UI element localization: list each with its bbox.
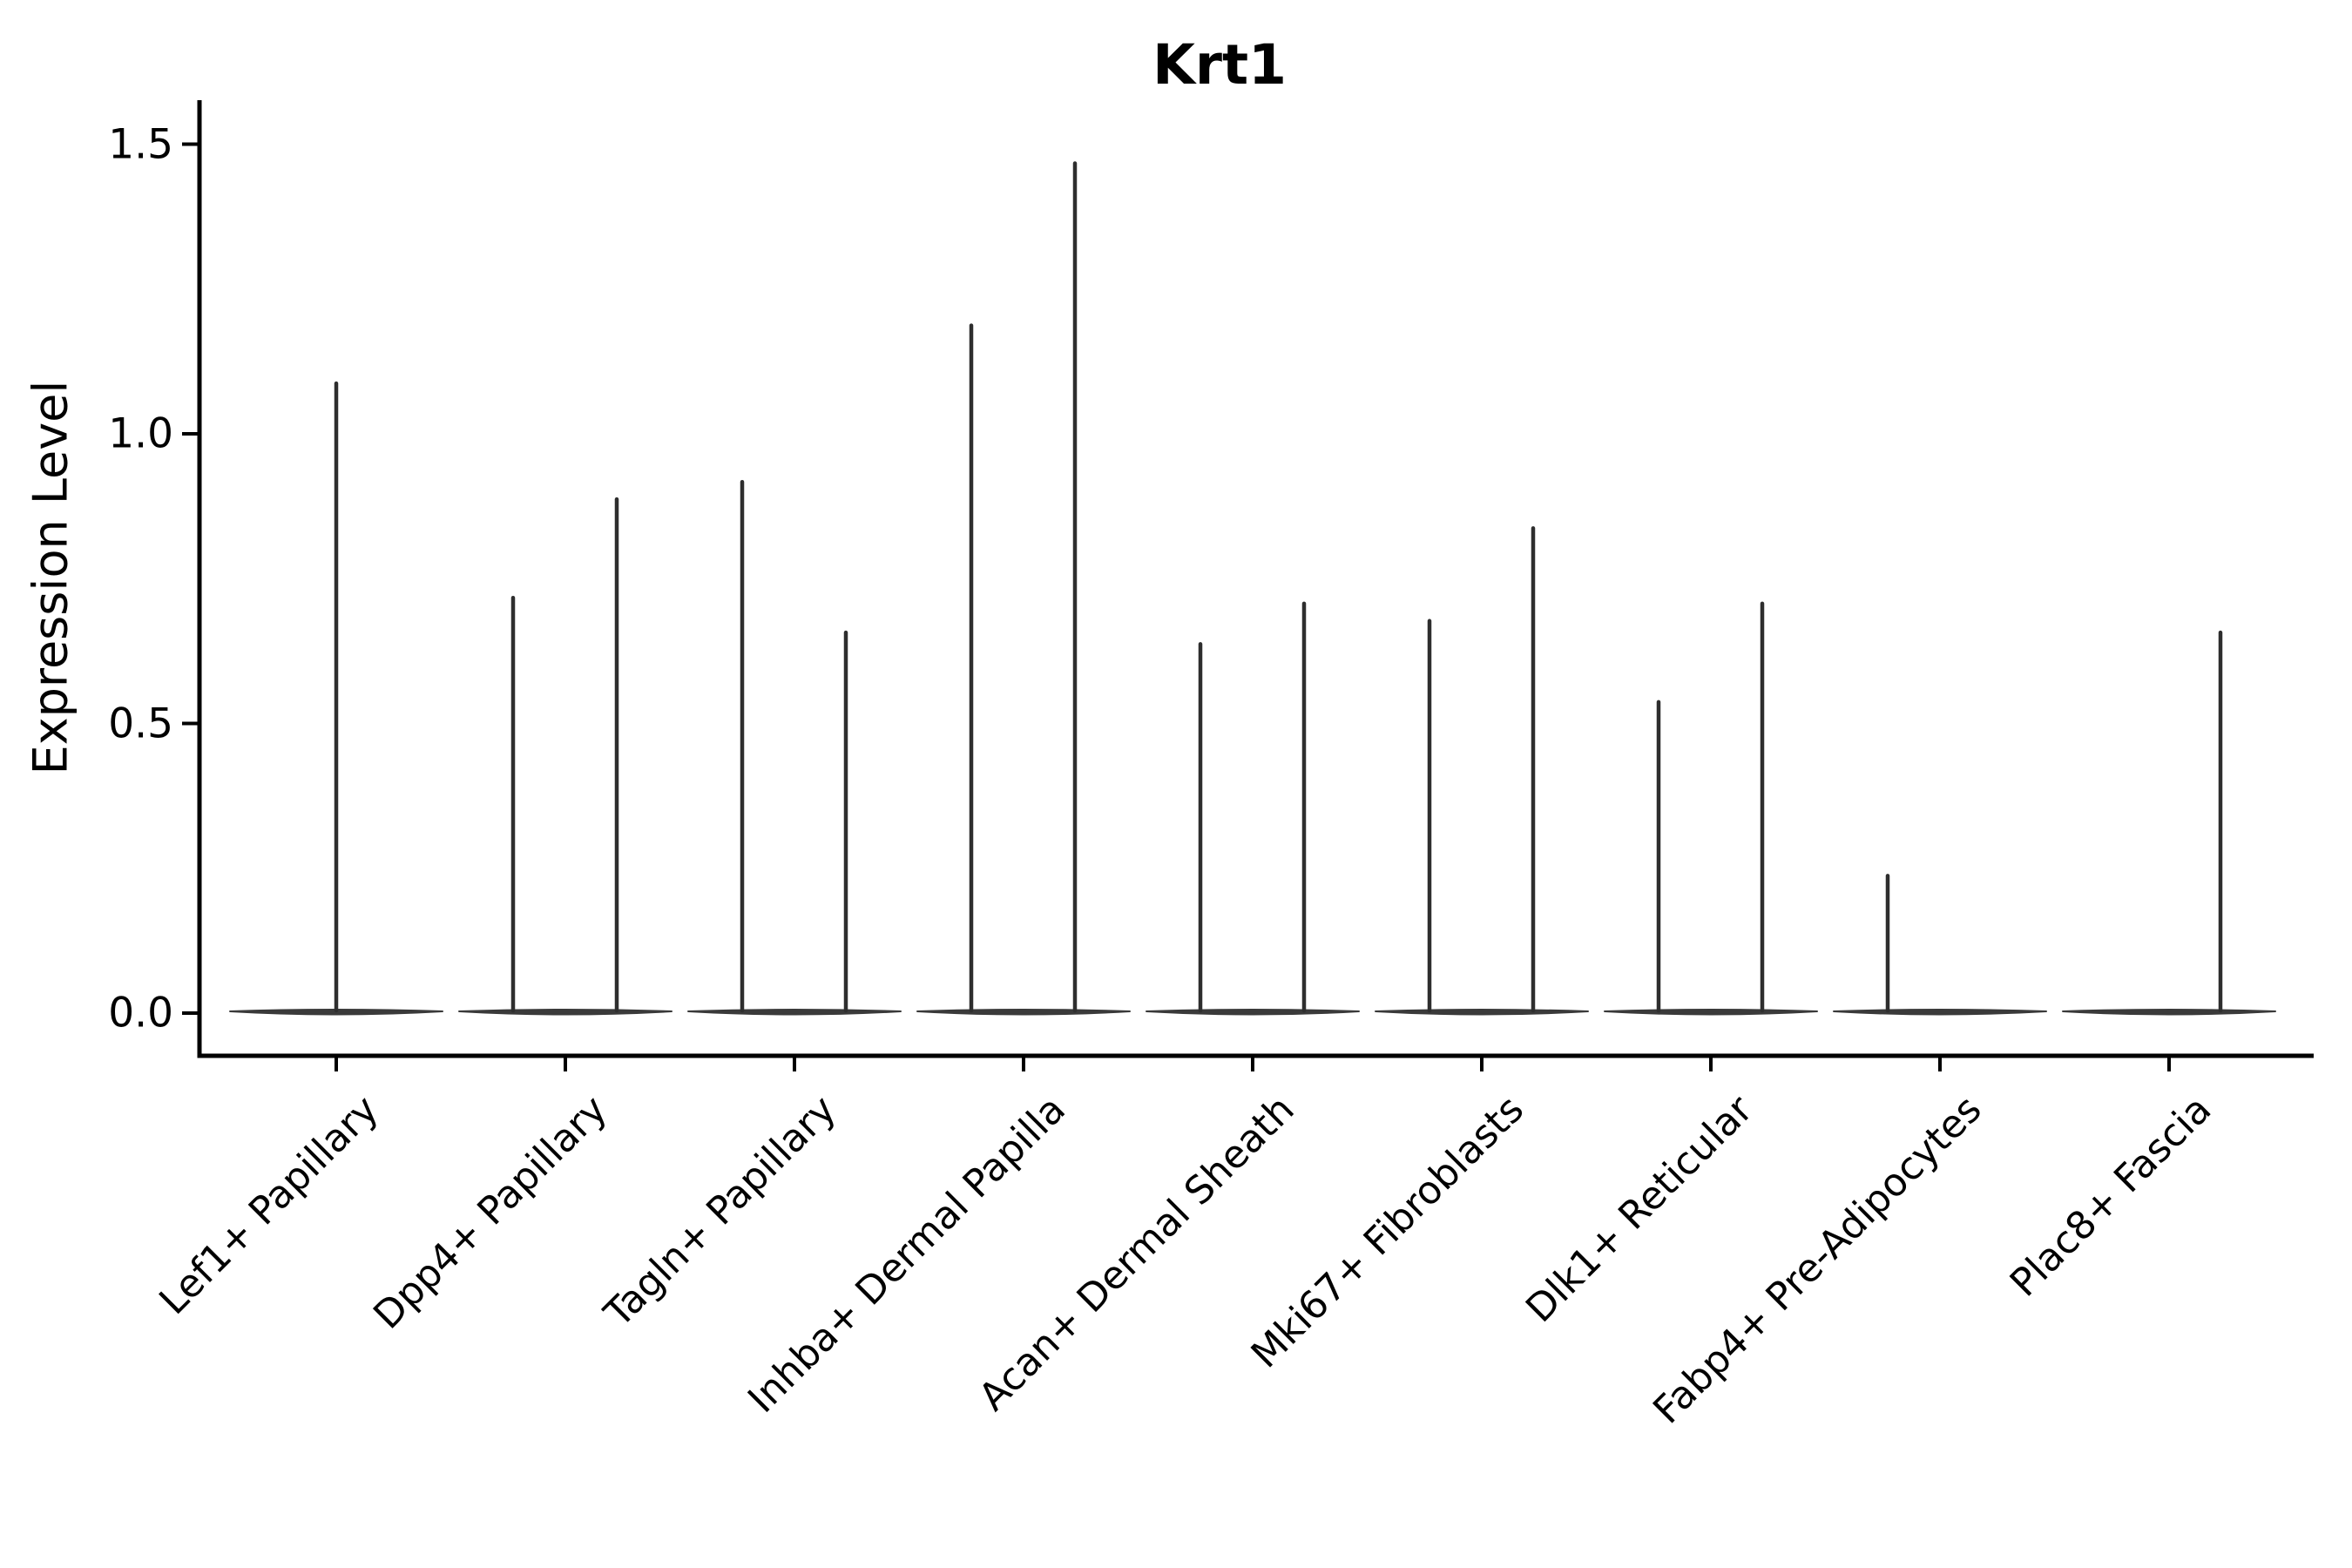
violin-body <box>458 1009 672 1016</box>
violin-body <box>1833 1009 2047 1016</box>
violin-body <box>1375 1009 1589 1016</box>
violin-body <box>687 1009 902 1016</box>
violin-body <box>916 1009 1131 1016</box>
y-tick-label: 0.0 <box>108 989 173 1037</box>
y-tick-label: 1.5 <box>108 120 173 168</box>
chart-title: Krt1 <box>1152 33 1287 97</box>
violin-body <box>1604 1009 1818 1016</box>
violin-body <box>2062 1009 2276 1016</box>
y-tick-label: 1.0 <box>108 409 173 458</box>
violin-body <box>1146 1009 1360 1016</box>
y-tick-label: 0.5 <box>108 700 173 747</box>
